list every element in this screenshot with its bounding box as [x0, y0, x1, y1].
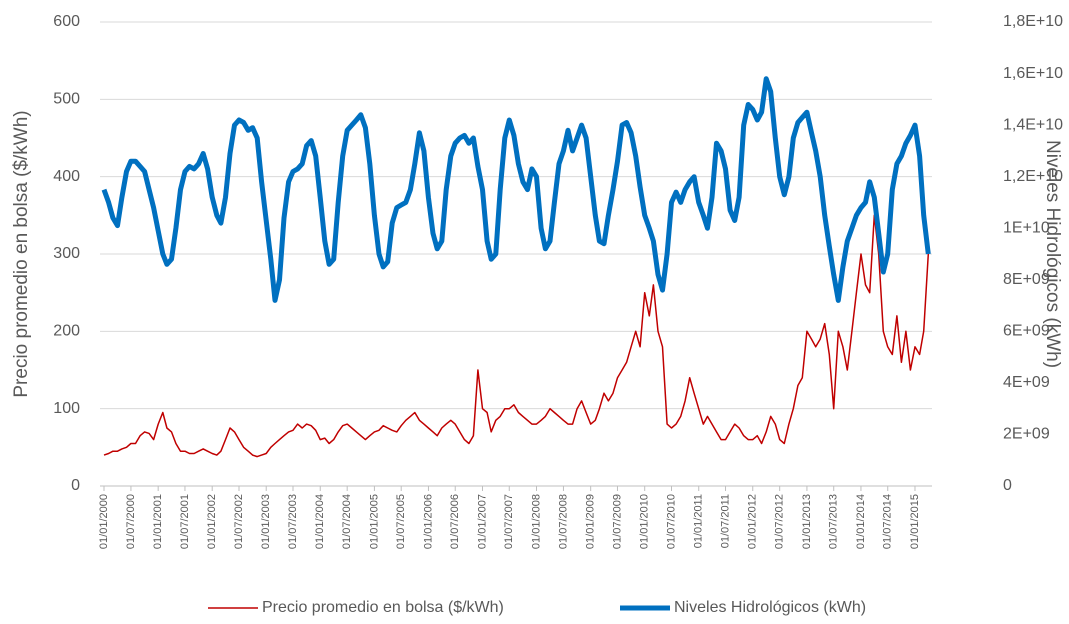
y2-tick-label: 1,4E+10 [1003, 116, 1063, 133]
x-tick-label: 01/07/2012 [774, 494, 786, 549]
x-tick-label: 01/07/2009 [611, 494, 623, 549]
y-tick-label: 400 [53, 168, 80, 185]
x-tick-label: 01/01/2001 [152, 494, 164, 549]
x-tick-label: 01/01/2015 [909, 494, 921, 549]
x-tick-label: 01/07/2004 [341, 494, 353, 549]
x-tick-label: 01/07/2007 [503, 494, 515, 549]
legend-label: Niveles Hidrológicos (kWh) [674, 599, 866, 616]
y-tick-label: 0 [71, 477, 80, 494]
x-tick-label: 01/01/2006 [422, 494, 434, 549]
x-tick-label: 01/01/2003 [260, 494, 272, 549]
y2-tick-label: 8E+09 [1003, 271, 1050, 288]
x-tick-label: 01/07/2013 [828, 494, 840, 549]
series-line [101, 76, 931, 303]
x-tick-label: 01/07/2002 [233, 494, 245, 549]
y2-tick-label: 6E+09 [1003, 323, 1050, 340]
x-tick-label: 01/01/2000 [98, 494, 110, 549]
x-tick-label: 01/07/2006 [449, 494, 461, 549]
x-tick-label: 01/07/2010 [665, 494, 677, 549]
y-tick-label: 200 [53, 323, 80, 340]
x-tick-label: 01/01/2010 [639, 494, 651, 549]
x-tick-label: 01/01/2012 [747, 494, 759, 549]
x-tick-label: 01/01/2004 [314, 494, 326, 549]
x-tick-label: 01/07/2005 [395, 494, 407, 549]
x-tick-label: 01/07/2008 [557, 494, 569, 549]
x-tick-label: 01/01/2011 [693, 494, 705, 548]
y2-tick-label: 4E+09 [1003, 374, 1050, 391]
y2-axis-title: Niveles Hidrológicos (kWh) [1042, 140, 1063, 368]
x-tick-label: 01/07/2001 [179, 494, 191, 549]
series-line [103, 214, 930, 458]
x-tick-label: 01/01/2008 [530, 494, 542, 549]
y-tick-label: 100 [53, 400, 80, 417]
y2-tick-label: 1,8E+10 [1003, 13, 1063, 30]
x-tick-label: 01/01/2005 [368, 494, 380, 549]
x-tick-label: 01/01/2007 [476, 494, 488, 549]
y-tick-label: 300 [53, 245, 80, 262]
x-tick-label: 01/01/2002 [206, 494, 218, 549]
legend-label: Precio promedio en bolsa ($/kWh) [262, 599, 504, 616]
y2-tick-label: 2E+09 [1003, 426, 1050, 443]
y2-tick-label: 1,6E+10 [1003, 65, 1063, 82]
y-tick-label: 500 [53, 91, 80, 108]
x-tick-label: 01/01/2009 [585, 494, 597, 549]
y-tick-label: 600 [53, 13, 80, 30]
y2-tick-label: 1,2E+10 [1003, 168, 1063, 185]
x-tick-label: 01/01/2013 [801, 494, 813, 549]
x-tick-label: 01/07/2000 [125, 494, 137, 549]
x-tick-label: 01/07/2011 [719, 494, 731, 548]
y2-tick-label: 0 [1003, 477, 1012, 494]
x-tick-label: 01/07/2014 [882, 494, 894, 549]
x-tick-label: 01/01/2014 [855, 494, 867, 549]
y2-tick-label: 1E+10 [1003, 219, 1050, 236]
y-axis-title: Precio promedio en bolsa ($/kWh) [11, 110, 32, 397]
x-tick-label: 01/07/2003 [287, 494, 299, 549]
